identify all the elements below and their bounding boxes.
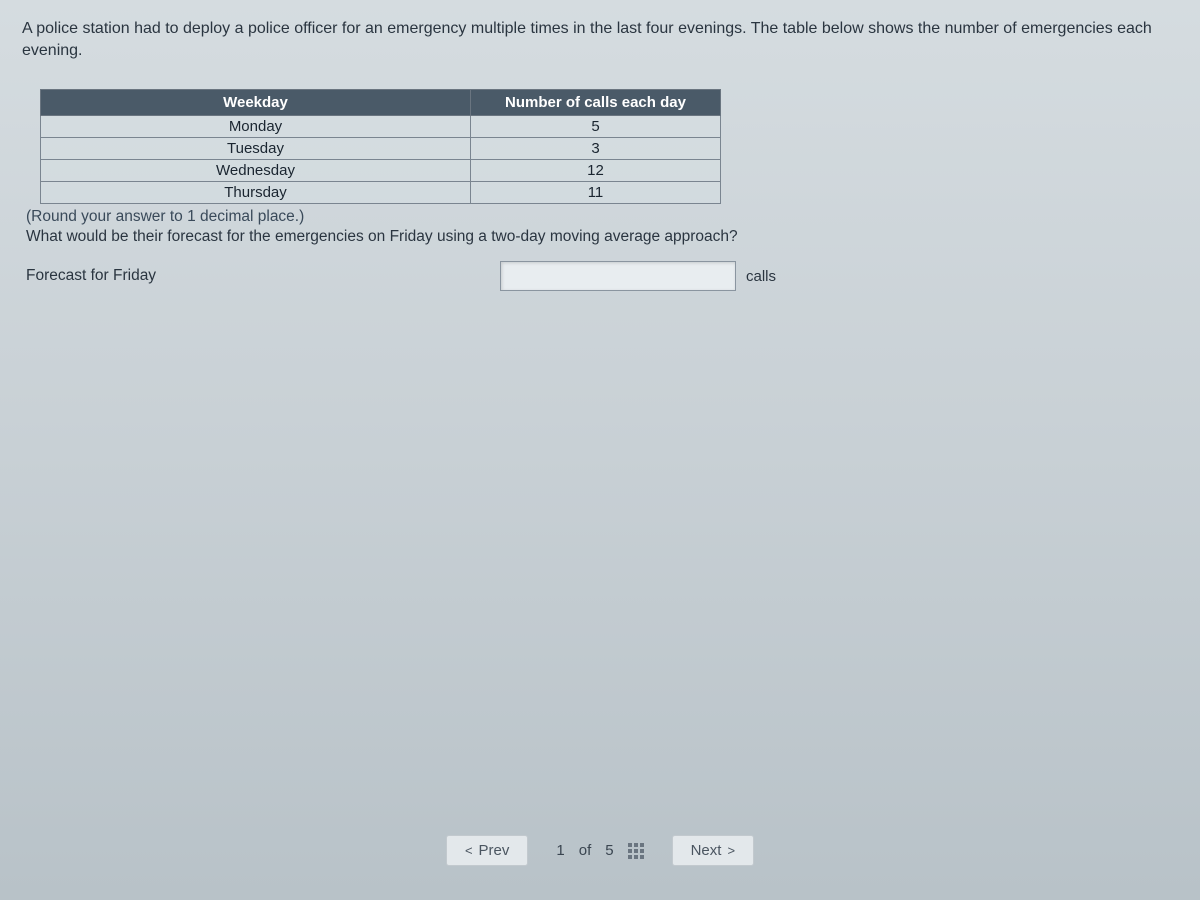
table-row: Thursday 11 (41, 182, 721, 204)
chevron-left-icon: < (465, 843, 473, 858)
table-row: Tuesday 3 (41, 138, 721, 160)
forecast-label: Forecast for Friday (26, 267, 500, 285)
navigation-bar: < Prev 1 of 5 Next > (0, 835, 1200, 866)
cell-calls: 3 (471, 138, 721, 160)
table-header-row: Weekday Number of calls each day (41, 90, 721, 116)
of-word: of (579, 842, 592, 859)
chevron-right-icon: > (727, 843, 735, 858)
question-prompt: What would be their forecast for the eme… (26, 227, 876, 247)
table-row: Monday 5 (41, 116, 721, 138)
page-indicator: 1 of 5 (556, 842, 643, 859)
emergency-data-table: Weekday Number of calls each day Monday … (40, 89, 721, 204)
current-page: 1 (556, 842, 564, 859)
cell-calls: 11 (471, 182, 721, 204)
grid-view-icon[interactable] (628, 843, 644, 859)
question-content: A police station had to deploy a police … (0, 0, 1200, 309)
problem-intro-text: A police station had to deploy a police … (22, 18, 1152, 61)
prev-button[interactable]: < Prev (446, 835, 528, 866)
next-button[interactable]: Next > (672, 835, 754, 866)
answer-row: Forecast for Friday calls (26, 261, 1178, 291)
cell-weekday: Tuesday (41, 138, 471, 160)
header-weekday: Weekday (41, 90, 471, 116)
unit-label: calls (746, 268, 776, 285)
cell-weekday: Thursday (41, 182, 471, 204)
cell-calls: 5 (471, 116, 721, 138)
forecast-input[interactable] (500, 261, 736, 291)
cell-calls: 12 (471, 160, 721, 182)
table-row: Wednesday 12 (41, 160, 721, 182)
header-calls: Number of calls each day (471, 90, 721, 116)
next-label: Next (691, 842, 722, 859)
total-pages: 5 (605, 842, 613, 859)
cell-weekday: Wednesday (41, 160, 471, 182)
rounding-instruction: (Round your answer to 1 decimal place.) (26, 208, 1178, 226)
cell-weekday: Monday (41, 116, 471, 138)
prev-label: Prev (479, 842, 510, 859)
